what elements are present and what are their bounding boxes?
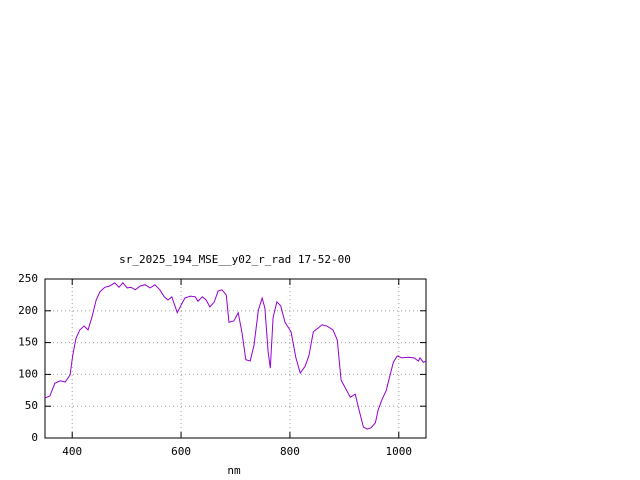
x-tick-label: 800 (280, 445, 300, 458)
y-tick-label: 150 (18, 336, 38, 349)
chart-title: sr_2025_194_MSE__y02_r_rad 17-52-00 (119, 253, 351, 266)
y-tick-label: 200 (18, 304, 38, 317)
y-tick-label: 250 (18, 272, 38, 285)
x-tick-label: 400 (62, 445, 82, 458)
plot-border (44, 278, 427, 439)
x-axis-label: nm (227, 464, 241, 477)
y-tick-label: 0 (31, 431, 38, 444)
data-line (44, 282, 427, 430)
x-tick-label: 600 (171, 445, 191, 458)
y-tick-label: 100 (18, 367, 38, 380)
x-tick-label: 1000 (386, 445, 413, 458)
y-tick-label: 50 (25, 399, 38, 412)
